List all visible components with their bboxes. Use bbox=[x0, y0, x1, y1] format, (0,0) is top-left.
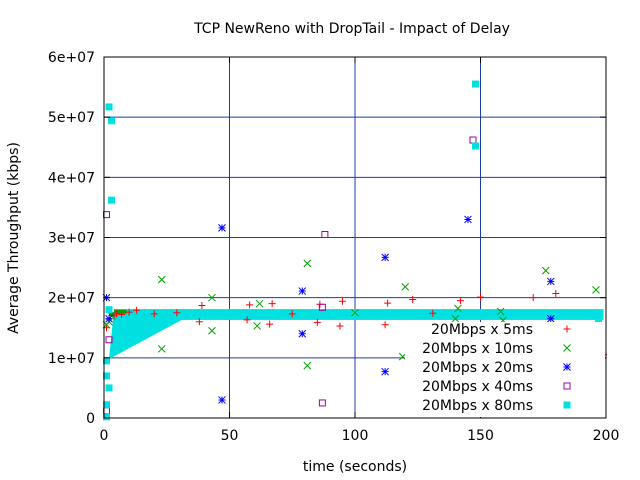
marker-plus bbox=[477, 293, 484, 301]
marker-cross bbox=[351, 308, 359, 317]
marker-plus bbox=[313, 318, 321, 326]
marker-cross bbox=[401, 282, 410, 291]
legend-label: 20Mbps x 5ms bbox=[431, 322, 533, 338]
chart-title: TCP NewReno with DropTail - Impact of De… bbox=[193, 21, 510, 37]
ramp-up-fill bbox=[109, 309, 182, 360]
marker-cross bbox=[157, 344, 166, 353]
marker-filled-square bbox=[105, 384, 113, 392]
marker-cross bbox=[303, 361, 312, 370]
grid-lines bbox=[104, 57, 606, 418]
marker-filled-square bbox=[103, 413, 111, 421]
marker-filled-square bbox=[108, 117, 116, 125]
marker-star bbox=[546, 314, 555, 323]
y-tick-label: 5e+07 bbox=[48, 110, 95, 126]
marker-cross bbox=[592, 285, 600, 294]
marker-star bbox=[464, 215, 472, 224]
marker-plus bbox=[246, 301, 254, 309]
marker-cross bbox=[541, 266, 550, 275]
marker-filled-square bbox=[103, 401, 111, 409]
marker-plus bbox=[336, 322, 344, 330]
data-points bbox=[102, 80, 607, 421]
marker-star bbox=[298, 287, 307, 295]
legend-background bbox=[405, 322, 605, 417]
x-tick-label: 200 bbox=[593, 428, 620, 444]
marker-filled-square bbox=[108, 196, 116, 204]
y-tick-label: 1e+07 bbox=[48, 351, 95, 367]
marker-plus bbox=[118, 311, 126, 319]
marker-star bbox=[381, 367, 389, 376]
marker-star bbox=[105, 314, 113, 323]
marker-plus bbox=[288, 310, 296, 318]
y-tick-label: 4e+07 bbox=[48, 170, 95, 186]
marker-open-square bbox=[318, 303, 326, 311]
y-tick-label: 6e+07 bbox=[48, 50, 95, 66]
marker-filled-square bbox=[103, 357, 111, 365]
marker-plus bbox=[173, 309, 181, 317]
marker-filled-square bbox=[471, 142, 479, 150]
marker-cross bbox=[451, 314, 460, 323]
marker-cross bbox=[253, 322, 261, 330]
marker-plus bbox=[529, 294, 537, 302]
marker-plus bbox=[456, 297, 464, 305]
marker-plus bbox=[384, 299, 392, 307]
marker-filled-square bbox=[105, 103, 113, 111]
marker-cross bbox=[563, 344, 571, 352]
marker-open-square bbox=[105, 336, 113, 344]
marker-plus bbox=[195, 318, 203, 326]
legend: 20Mbps x 5ms 20Mbps x 10ms 20Mbps x 20ms 20… bbox=[405, 322, 605, 417]
marker-plus bbox=[133, 306, 141, 314]
y-tick-label: 0 bbox=[86, 411, 95, 427]
x-tick-label: 100 bbox=[342, 428, 369, 444]
marker-open-square bbox=[318, 399, 326, 407]
marker-plus bbox=[243, 316, 251, 324]
marker-plus bbox=[409, 295, 417, 303]
marker-cross bbox=[255, 299, 264, 308]
x-tick-label: 50 bbox=[221, 428, 239, 444]
marker-cross bbox=[303, 259, 312, 268]
marker-plus bbox=[113, 310, 121, 318]
marker-filled-square bbox=[563, 401, 571, 409]
y-axis-label: Average Throughput (kbps) bbox=[6, 142, 22, 334]
marker-star bbox=[218, 396, 226, 404]
marker-filled-square bbox=[594, 311, 602, 319]
marker-plus bbox=[125, 308, 133, 316]
marker-cross bbox=[454, 304, 462, 313]
legend-label: 20Mbps x 40ms bbox=[422, 379, 533, 395]
marker-plus bbox=[268, 300, 276, 308]
marker-cross bbox=[157, 275, 166, 284]
y-tick-label: 2e+07 bbox=[48, 291, 95, 307]
marker-star bbox=[218, 224, 226, 232]
marker-star bbox=[298, 329, 307, 338]
legend-label: 20Mbps x 10ms bbox=[422, 341, 533, 357]
ramp-up-fill-10ms bbox=[114, 309, 127, 314]
marker-plus bbox=[150, 310, 158, 318]
x-tick-label: 150 bbox=[467, 428, 494, 444]
marker-open-square bbox=[563, 382, 571, 390]
marker-plus bbox=[198, 301, 206, 309]
marker-star bbox=[563, 363, 571, 371]
x-tick-label: 0 bbox=[100, 428, 109, 444]
marker-cross bbox=[208, 293, 216, 302]
marker-cross bbox=[208, 326, 216, 335]
marker-plus bbox=[563, 325, 571, 333]
marker-plus bbox=[338, 297, 346, 305]
legend-label: 20Mbps x 80ms bbox=[422, 398, 533, 414]
marker-star bbox=[381, 253, 389, 262]
axis-ticks: 0 50 100 150 200 0 1e+07 2e+07 3e+07 4e+07 5e+07 6e… bbox=[48, 50, 619, 444]
legend-label: 20Mbps x 20ms bbox=[422, 360, 533, 376]
y-tick-label: 3e+07 bbox=[48, 231, 95, 247]
marker-filled-square bbox=[103, 372, 111, 380]
marker-cross bbox=[496, 307, 505, 316]
marker-plus bbox=[552, 289, 560, 297]
marker-plus bbox=[429, 309, 437, 317]
marker-filled-square bbox=[105, 306, 113, 314]
marker-open-square bbox=[321, 230, 329, 238]
marker-plus bbox=[266, 320, 274, 328]
x-axis-label: time (seconds) bbox=[303, 459, 407, 475]
marker-filled-square bbox=[471, 80, 479, 88]
marker-star bbox=[546, 277, 555, 286]
marker-plus bbox=[381, 321, 389, 329]
steady-throughput-band bbox=[114, 309, 604, 320]
